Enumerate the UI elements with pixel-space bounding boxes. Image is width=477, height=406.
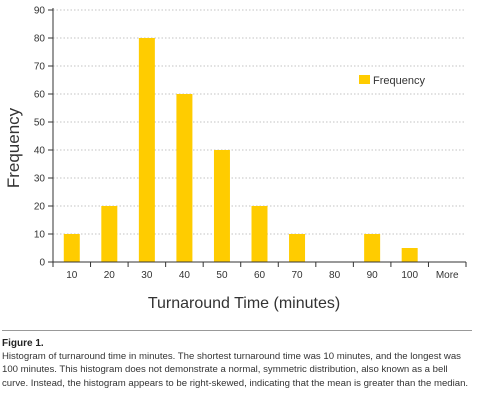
caption-title: Figure 1.: [2, 338, 44, 349]
y-tick-label: 30: [34, 174, 46, 185]
x-tick-label: 40: [179, 270, 191, 281]
x-tick-label: More: [436, 270, 459, 281]
bar: [401, 248, 418, 262]
y-tick-label: 20: [34, 202, 46, 213]
bar: [63, 234, 80, 262]
y-axis-title: Frequency: [4, 107, 23, 188]
bar: [289, 234, 306, 262]
bar: [138, 38, 155, 262]
x-tick-label: 20: [104, 270, 116, 281]
y-tick-label: 40: [34, 146, 46, 157]
x-tick-label: 80: [329, 270, 341, 281]
bar: [101, 206, 118, 262]
bar: [364, 234, 381, 262]
legend: Frequency: [359, 75, 425, 87]
y-tick-label: 10: [34, 230, 46, 241]
x-tick-label: 50: [216, 270, 228, 281]
histogram-chart: 0 10 20 30 40 50 60 70 80 90 10 20 30 40 50 60 70 80 90 100…: [4, 6, 467, 312]
legend-swatch: [359, 75, 370, 84]
caption-body: Histogram of turnaround time in minutes.…: [2, 351, 469, 389]
x-tick-label: 70: [291, 270, 303, 281]
y-tick-label: 70: [34, 62, 46, 73]
figure-caption: Figure 1. Histogram of turnaround time i…: [2, 330, 472, 390]
bar: [176, 94, 193, 262]
y-tick-label: 0: [39, 258, 45, 269]
bars: [63, 38, 418, 262]
x-tick-label: 30: [141, 270, 153, 281]
y-tick-label: 80: [34, 34, 46, 45]
gridlines: [53, 9, 466, 235]
bar: [213, 150, 230, 262]
bar: [251, 206, 268, 262]
x-tick-label: 100: [401, 270, 418, 281]
y-tick-label: 90: [34, 6, 46, 17]
tick-labels: 0 10 20 30 40 50 60 70 80 90 10 20 30 40 50 60 70 80 90 100…: [34, 6, 459, 282]
legend-label: Frequency: [373, 75, 425, 87]
y-tick-label: 50: [34, 118, 46, 129]
x-tick-label: 90: [367, 270, 379, 281]
axes: [48, 8, 467, 267]
x-tick-label: 60: [254, 270, 266, 281]
x-tick-label: 10: [66, 270, 78, 281]
y-tick-label: 60: [34, 90, 46, 101]
x-axis-title: Turnaround Time (minutes): [148, 295, 340, 312]
